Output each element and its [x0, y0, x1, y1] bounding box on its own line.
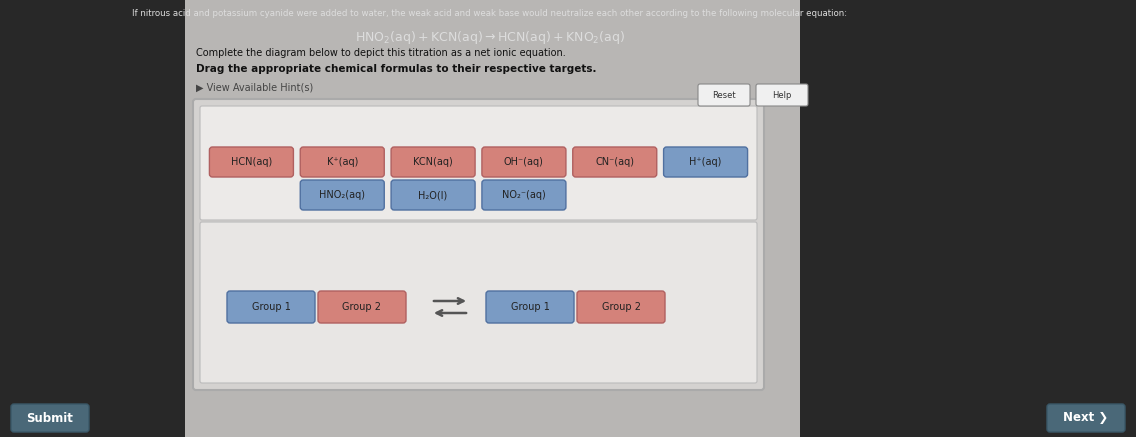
FancyBboxPatch shape	[300, 180, 384, 210]
Text: ▶ View Available Hint(s): ▶ View Available Hint(s)	[197, 82, 314, 92]
FancyBboxPatch shape	[755, 84, 808, 106]
Text: K⁺(aq): K⁺(aq)	[326, 157, 358, 167]
Text: Submit: Submit	[26, 412, 74, 424]
FancyBboxPatch shape	[482, 147, 566, 177]
Text: OH⁻(aq): OH⁻(aq)	[504, 157, 544, 167]
FancyBboxPatch shape	[209, 147, 293, 177]
FancyBboxPatch shape	[482, 180, 566, 210]
Text: H⁺(aq): H⁺(aq)	[690, 157, 721, 167]
FancyBboxPatch shape	[318, 291, 406, 323]
Text: Group 2: Group 2	[601, 302, 641, 312]
FancyBboxPatch shape	[577, 291, 665, 323]
FancyBboxPatch shape	[11, 404, 89, 432]
Text: Group 1: Group 1	[251, 302, 291, 312]
Text: +: +	[580, 298, 598, 316]
Text: HCN(aq): HCN(aq)	[231, 157, 272, 167]
Text: Reset: Reset	[712, 90, 736, 100]
FancyBboxPatch shape	[663, 147, 747, 177]
FancyBboxPatch shape	[391, 180, 475, 210]
Text: Drag the appropriate chemical formulas to their respective targets.: Drag the appropriate chemical formulas t…	[197, 64, 596, 74]
FancyBboxPatch shape	[300, 147, 384, 177]
FancyBboxPatch shape	[573, 147, 657, 177]
Text: Group 1: Group 1	[510, 302, 550, 312]
Text: $\mathrm{HNO_2(aq) + KCN(aq) \rightarrow HCN(aq) + KNO_2(aq)}$: $\mathrm{HNO_2(aq) + KCN(aq) \rightarrow…	[354, 29, 625, 46]
Text: If nitrous acid and potassium cyanide were added to water, the weak acid and wea: If nitrous acid and potassium cyanide we…	[133, 9, 847, 18]
Text: Group 2: Group 2	[342, 302, 382, 312]
Text: Help: Help	[772, 90, 792, 100]
FancyBboxPatch shape	[193, 99, 765, 390]
FancyBboxPatch shape	[200, 222, 757, 383]
FancyBboxPatch shape	[200, 106, 757, 220]
FancyBboxPatch shape	[227, 291, 315, 323]
Bar	[185, 0, 800, 437]
FancyBboxPatch shape	[391, 147, 475, 177]
Bar	[800, 0, 1136, 437]
Text: NO₂⁻(aq): NO₂⁻(aq)	[502, 190, 545, 200]
Text: KCN(aq): KCN(aq)	[414, 157, 453, 167]
Text: CN⁻(aq): CN⁻(aq)	[595, 157, 634, 167]
Text: H₂O(l): H₂O(l)	[418, 190, 448, 200]
FancyBboxPatch shape	[698, 84, 750, 106]
FancyBboxPatch shape	[486, 291, 574, 323]
Bar	[0, 0, 185, 437]
Text: Complete the diagram below to depict this titration as a net ionic equation.: Complete the diagram below to depict thi…	[197, 48, 566, 58]
Text: Next ❯: Next ❯	[1063, 412, 1109, 424]
Text: +: +	[321, 298, 339, 316]
FancyBboxPatch shape	[1047, 404, 1125, 432]
Text: HNO₂(aq): HNO₂(aq)	[319, 190, 366, 200]
